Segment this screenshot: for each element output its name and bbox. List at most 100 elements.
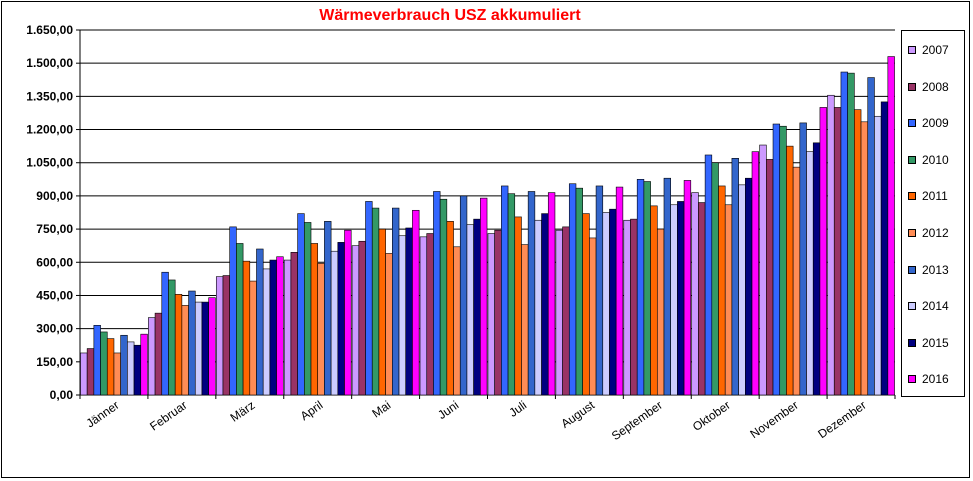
bar xyxy=(880,101,889,396)
x-tick-label: Oktober xyxy=(690,398,733,434)
bar xyxy=(351,245,360,396)
bar xyxy=(656,228,665,396)
bar xyxy=(860,121,869,396)
x-tick-label: April xyxy=(298,398,326,423)
bar xyxy=(154,312,163,396)
bar xyxy=(840,71,848,396)
bar xyxy=(290,252,298,396)
bar xyxy=(174,294,183,396)
bar xyxy=(80,352,88,396)
x-tick-label: Februar xyxy=(147,398,189,434)
bar xyxy=(385,253,393,396)
bar xyxy=(521,244,529,396)
legend-label: 2015 xyxy=(922,335,949,350)
bar xyxy=(663,177,671,396)
bar xyxy=(120,334,128,396)
bar xyxy=(459,195,468,396)
bar xyxy=(589,237,597,396)
x-tick-label: September xyxy=(609,398,665,443)
y-tick-label: 1.350,00 xyxy=(26,89,73,103)
legend-item: 2016 xyxy=(908,372,949,386)
bar xyxy=(819,107,827,396)
chart-legend: 2007 2008 2009 2010 2011 2012 2013 2014 2015 2016 xyxy=(901,30,965,397)
bar xyxy=(249,280,257,396)
bar xyxy=(222,275,230,396)
legend-label: 2016 xyxy=(922,372,949,387)
bar xyxy=(304,222,312,396)
bar xyxy=(630,218,638,396)
bar xyxy=(792,166,801,396)
bar xyxy=(453,246,461,396)
bar xyxy=(398,235,407,396)
bar xyxy=(133,344,142,396)
bar xyxy=(188,290,196,396)
bar xyxy=(392,207,400,396)
legend-swatch xyxy=(908,338,916,347)
bar xyxy=(140,333,148,396)
legend-item: 2009 xyxy=(908,116,949,130)
bar xyxy=(847,72,855,396)
bar xyxy=(677,201,685,396)
y-tick-label: 600,00 xyxy=(36,255,73,269)
bar xyxy=(269,259,277,396)
bar xyxy=(426,233,434,396)
y-tick-label: 300,00 xyxy=(36,322,73,336)
x-tick-label: August xyxy=(558,398,597,431)
bar xyxy=(887,56,895,396)
x-tick-label: März xyxy=(228,398,258,425)
bar xyxy=(555,229,563,396)
x-tick-label: Juni xyxy=(435,398,461,422)
bar xyxy=(480,197,488,396)
legend-item: 2014 xyxy=(908,299,949,313)
bar xyxy=(623,219,631,396)
legend-label: 2012 xyxy=(922,226,949,240)
legend-label: 2010 xyxy=(922,152,949,167)
legend-swatch xyxy=(908,302,916,311)
bar xyxy=(148,317,156,396)
bar xyxy=(568,183,577,396)
bar xyxy=(330,250,339,396)
bar xyxy=(786,145,794,396)
bar xyxy=(711,162,719,396)
bar xyxy=(683,180,692,396)
legend-swatch xyxy=(908,82,916,91)
bar xyxy=(541,213,549,396)
y-tick-label: 900,00 xyxy=(36,189,73,203)
bar xyxy=(276,256,284,396)
x-tick-label: Mai xyxy=(369,398,393,421)
bar xyxy=(698,202,706,396)
bar xyxy=(772,123,781,396)
bar xyxy=(562,226,570,396)
bar xyxy=(806,151,814,396)
bar xyxy=(168,279,176,396)
bar xyxy=(100,331,108,396)
bar xyxy=(93,325,101,396)
bar xyxy=(650,205,658,396)
bar xyxy=(106,338,115,396)
plot-area xyxy=(80,30,895,395)
bar xyxy=(874,115,882,396)
bar xyxy=(439,198,448,396)
legend-swatch xyxy=(908,375,916,384)
bar xyxy=(501,185,509,396)
bar xyxy=(718,185,726,396)
bar xyxy=(466,224,474,396)
x-tick-label: November xyxy=(747,398,800,441)
bar xyxy=(779,125,787,396)
bar xyxy=(229,226,237,396)
legend-swatch xyxy=(908,46,916,54)
bar xyxy=(256,248,264,396)
bar xyxy=(236,243,244,396)
y-tick-label: 1.500,00 xyxy=(26,56,73,70)
legend-swatch xyxy=(908,155,916,164)
bar xyxy=(738,184,746,396)
legend-swatch xyxy=(908,229,916,237)
bar xyxy=(514,216,522,396)
y-tick-label: 450,00 xyxy=(36,288,73,302)
bar xyxy=(766,159,774,396)
bar xyxy=(242,260,251,396)
bar xyxy=(704,154,713,396)
legend-label: 2008 xyxy=(922,79,949,94)
bar xyxy=(575,187,583,396)
bar xyxy=(636,179,645,396)
